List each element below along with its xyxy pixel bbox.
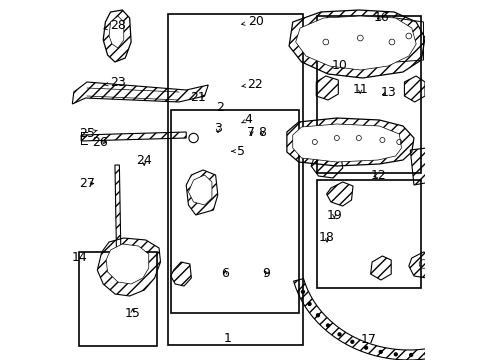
Text: 15: 15 [125, 307, 141, 320]
Text: 6: 6 [221, 267, 229, 280]
Circle shape [338, 333, 341, 336]
Bar [168, 14, 303, 345]
Bar [317, 16, 421, 173]
Polygon shape [295, 16, 416, 70]
Circle shape [379, 351, 382, 354]
Circle shape [454, 345, 457, 347]
Text: 20: 20 [242, 15, 264, 28]
Polygon shape [106, 244, 149, 284]
Circle shape [351, 340, 354, 343]
Text: 24: 24 [136, 154, 152, 167]
Circle shape [326, 324, 329, 327]
Text: 2: 2 [217, 101, 224, 114]
Circle shape [425, 352, 428, 355]
Text: 14: 14 [72, 251, 87, 264]
Text: 22: 22 [242, 78, 263, 91]
Text: 16: 16 [374, 11, 390, 24]
Text: 4: 4 [242, 113, 252, 126]
Bar [171, 110, 299, 313]
Text: 18: 18 [319, 231, 335, 244]
Text: 10: 10 [331, 59, 347, 72]
Circle shape [308, 302, 311, 305]
Circle shape [468, 338, 471, 341]
Text: 1: 1 [224, 332, 232, 345]
Text: 12: 12 [370, 169, 386, 182]
Circle shape [480, 330, 483, 333]
Text: 13: 13 [380, 86, 396, 99]
Bar [79, 252, 157, 346]
Text: 11: 11 [352, 83, 368, 96]
Circle shape [317, 314, 319, 317]
Text: 17: 17 [360, 333, 376, 346]
Text: 9: 9 [263, 267, 270, 280]
Polygon shape [293, 124, 401, 162]
Text: 26: 26 [93, 136, 108, 149]
Text: 27: 27 [79, 177, 95, 190]
Text: 3: 3 [214, 122, 222, 135]
Text: 21: 21 [190, 91, 206, 104]
Circle shape [410, 354, 413, 356]
Polygon shape [189, 175, 212, 205]
Circle shape [394, 353, 397, 356]
Bar [317, 180, 421, 288]
Text: 19: 19 [326, 209, 342, 222]
Circle shape [301, 291, 304, 293]
Text: 7: 7 [247, 126, 255, 139]
Text: 25: 25 [79, 127, 98, 140]
Text: 28: 28 [104, 19, 126, 32]
Circle shape [440, 350, 443, 352]
Polygon shape [109, 16, 124, 48]
Circle shape [365, 346, 368, 349]
Text: 5: 5 [232, 145, 245, 158]
Text: 8: 8 [258, 126, 266, 139]
Text: 23: 23 [104, 76, 126, 89]
